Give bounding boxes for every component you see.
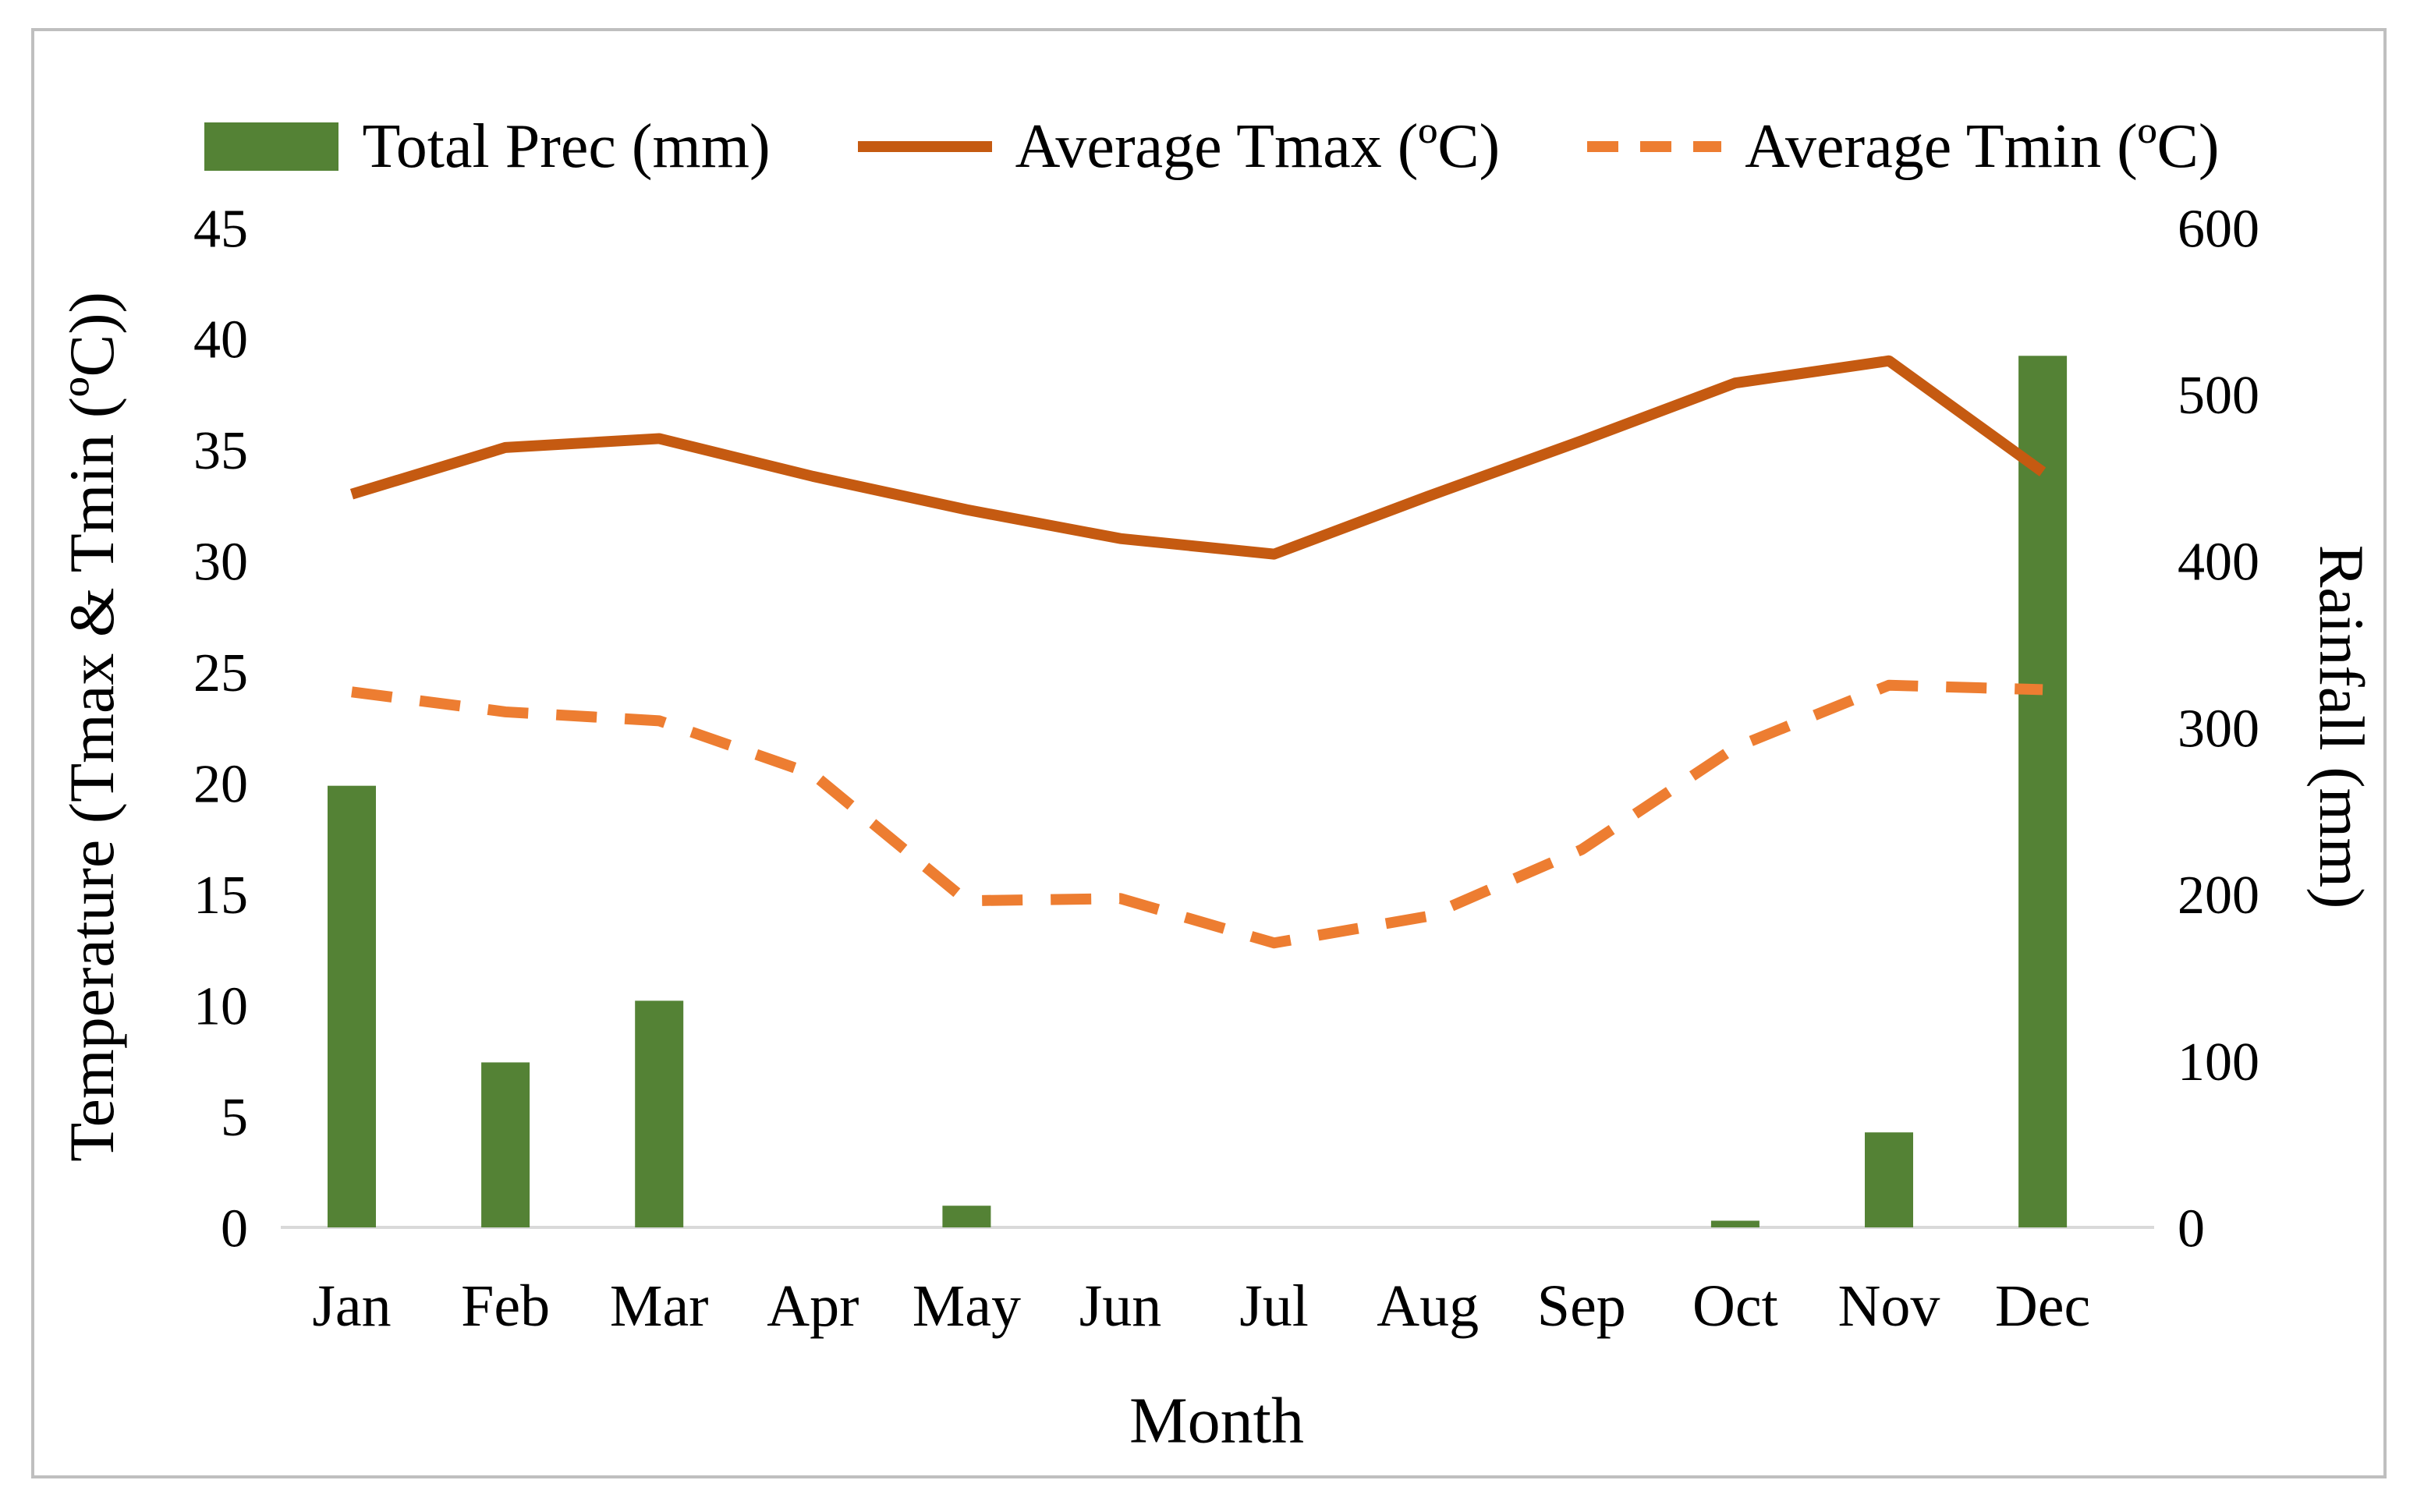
legend-item-prec: Total Prec (mm) xyxy=(204,112,771,182)
legend-label-prec: Total Prec (mm) xyxy=(362,112,771,181)
y-axis-left-tick-label: 20 xyxy=(193,755,248,815)
y-axis-left-tick-label: 40 xyxy=(193,310,248,370)
x-axis-tick-label-may: May xyxy=(913,1273,1021,1339)
y-axis-right-tick-label: 200 xyxy=(2178,866,2259,926)
x-axis-tick-label-jun: Jun xyxy=(1079,1273,1162,1339)
y-axis-left-tick-label: 30 xyxy=(193,533,248,593)
x-axis-title: Month xyxy=(1129,1384,1305,1457)
y-axis-left-tick-label: 35 xyxy=(193,421,248,481)
x-axis-tick-label-aug: Aug xyxy=(1377,1273,1479,1339)
x-axis-tick-label-nov: Nov xyxy=(1838,1273,1940,1339)
bar-feb xyxy=(481,1062,530,1227)
bar-nov xyxy=(1865,1132,1913,1227)
legend-item-tmin: Average Tmin (ºC) xyxy=(1587,112,2220,182)
y-axis-right-tick-label: 300 xyxy=(2178,699,2259,759)
x-axis-tick-label-sep: Sep xyxy=(1537,1273,1626,1339)
x-axis-tick-label-oct: Oct xyxy=(1692,1273,1778,1339)
y-axis-right-tick-label: 0 xyxy=(2178,1199,2205,1259)
tmin-line xyxy=(351,679,2043,949)
bar-may xyxy=(942,1206,991,1227)
x-axis-tick-label-mar: Mar xyxy=(610,1273,709,1339)
y-axis-left-tick-label: 15 xyxy=(193,866,248,926)
x-axis-tick-label-feb: Feb xyxy=(461,1273,550,1339)
y-axis-right-tick-label: 500 xyxy=(2178,366,2259,426)
y-axis-right-tick-label: 400 xyxy=(2178,533,2259,593)
bar-oct xyxy=(1710,1220,1760,1227)
x-axis-tick-label-jan: Jan xyxy=(312,1273,391,1339)
bar-jan xyxy=(328,785,376,1227)
y-axis-left-tick-label: 10 xyxy=(193,977,248,1037)
y-axis-left-tick-label: 5 xyxy=(221,1088,248,1148)
bar-mar xyxy=(635,1000,684,1227)
x-axis-tick-label-jul: Jul xyxy=(1239,1273,1309,1339)
legend-bar-swatch-icon xyxy=(204,122,339,171)
x-axis-tick-label-dec: Dec xyxy=(1995,1273,2090,1339)
figure-border xyxy=(31,28,2387,1478)
legend-item-tmax: Average Tmax (ºC) xyxy=(857,112,1501,182)
tmax-line xyxy=(349,355,2047,560)
y-axis-left-tick-label: 45 xyxy=(193,199,248,259)
x-axis-tick-label-apr: Apr xyxy=(767,1273,859,1339)
legend-label-tmin: Average Tmin (ºC) xyxy=(1745,112,2220,181)
legend-dashed-line-icon xyxy=(1587,141,1722,152)
y-axis-right-tick-label: 100 xyxy=(2178,1032,2259,1092)
y-axis-left-tick-label: 25 xyxy=(193,643,248,703)
legend-label-tmax: Average Tmax (ºC) xyxy=(1015,112,1501,181)
y-axis-left-tick-label: 0 xyxy=(221,1199,248,1259)
legend: Total Prec (mm) Average Tmax (ºC) Averag… xyxy=(0,95,2424,198)
legend-solid-line-icon xyxy=(857,141,992,152)
y-axis-right-tick-label: 600 xyxy=(2178,199,2259,259)
bar-dec xyxy=(2018,356,2068,1227)
